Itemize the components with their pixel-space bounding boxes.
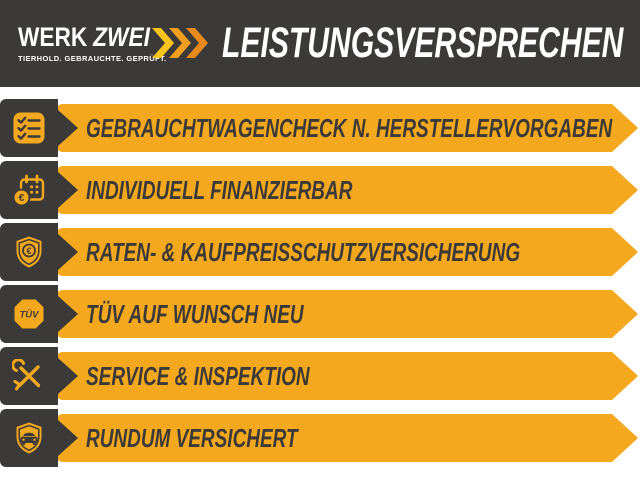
benefit-label: GEBRAUCHTWAGENCHECK N. HERSTELLERVORGABE… — [86, 113, 613, 143]
tuv-octagon-icon: TÜV — [14, 299, 44, 329]
benefit-banner — [55, 104, 638, 152]
benefit-row: TÜV TÜV AUF WUNSCH NEU — [0, 285, 640, 343]
benefit-row: € INDIVIDUELL FINANZIERBAR — [0, 161, 640, 219]
euro-symbol: € — [26, 246, 31, 256]
shield-euro-icon: € — [16, 236, 42, 268]
benefit-label: TÜV AUF WUNSCH NEU — [86, 299, 304, 329]
benefit-banner — [55, 352, 638, 400]
calendar-euro-icon: € — [12, 174, 45, 207]
benefit-row: RUNDUM VERSICHERT — [0, 409, 640, 467]
benefit-row: GEBRAUCHTWAGENCHECK N. HERSTELLERVORGABE… — [0, 99, 640, 157]
triple-chevron-right-icon — [152, 28, 208, 58]
car-shield-icon — [16, 422, 42, 454]
benefit-label: INDIVIDUELL FINANZIERBAR — [86, 175, 353, 205]
euro-symbol: € — [19, 193, 25, 204]
benefit-label: SERVICE & INSPEKTION — [86, 361, 310, 391]
benefit-banner — [55, 228, 638, 276]
brand-name: WERK ZWEI — [18, 24, 150, 51]
benefit-label: RATEN- & KAUFPREISSCHUTZVERSICHERUNG — [86, 237, 521, 267]
header-bar: WERK ZWEI TIERHOLD. GEBRAUCHTE. GEPRÜFT. … — [0, 0, 640, 87]
benefit-row: SERVICE & INSPEKTION — [0, 347, 640, 405]
brand-name-secondary: ZWEI — [93, 22, 150, 52]
benefit-banner — [55, 290, 638, 338]
benefit-row: € RATEN- & KAUFPREISSCHUTZVERSICHERUNG — [0, 223, 640, 281]
benefit-banner — [55, 414, 638, 462]
benefit-label: RUNDUM VERSICHERT — [86, 423, 298, 453]
checklist-icon — [13, 112, 45, 144]
brand-name-primary: WERK — [18, 22, 88, 52]
brand-tagline: TIERHOLD. GEBRAUCHTE. GEPRÜFT. — [18, 54, 167, 63]
tuv-text: TÜV — [20, 310, 40, 321]
brand-logo: WERK ZWEI TIERHOLD. GEBRAUCHTE. GEPRÜFT. — [18, 24, 175, 64]
tools-icon — [12, 359, 41, 391]
benefit-banner — [55, 166, 638, 214]
page-title: LEISTUNGSVERSPRECHEN — [222, 19, 624, 67]
